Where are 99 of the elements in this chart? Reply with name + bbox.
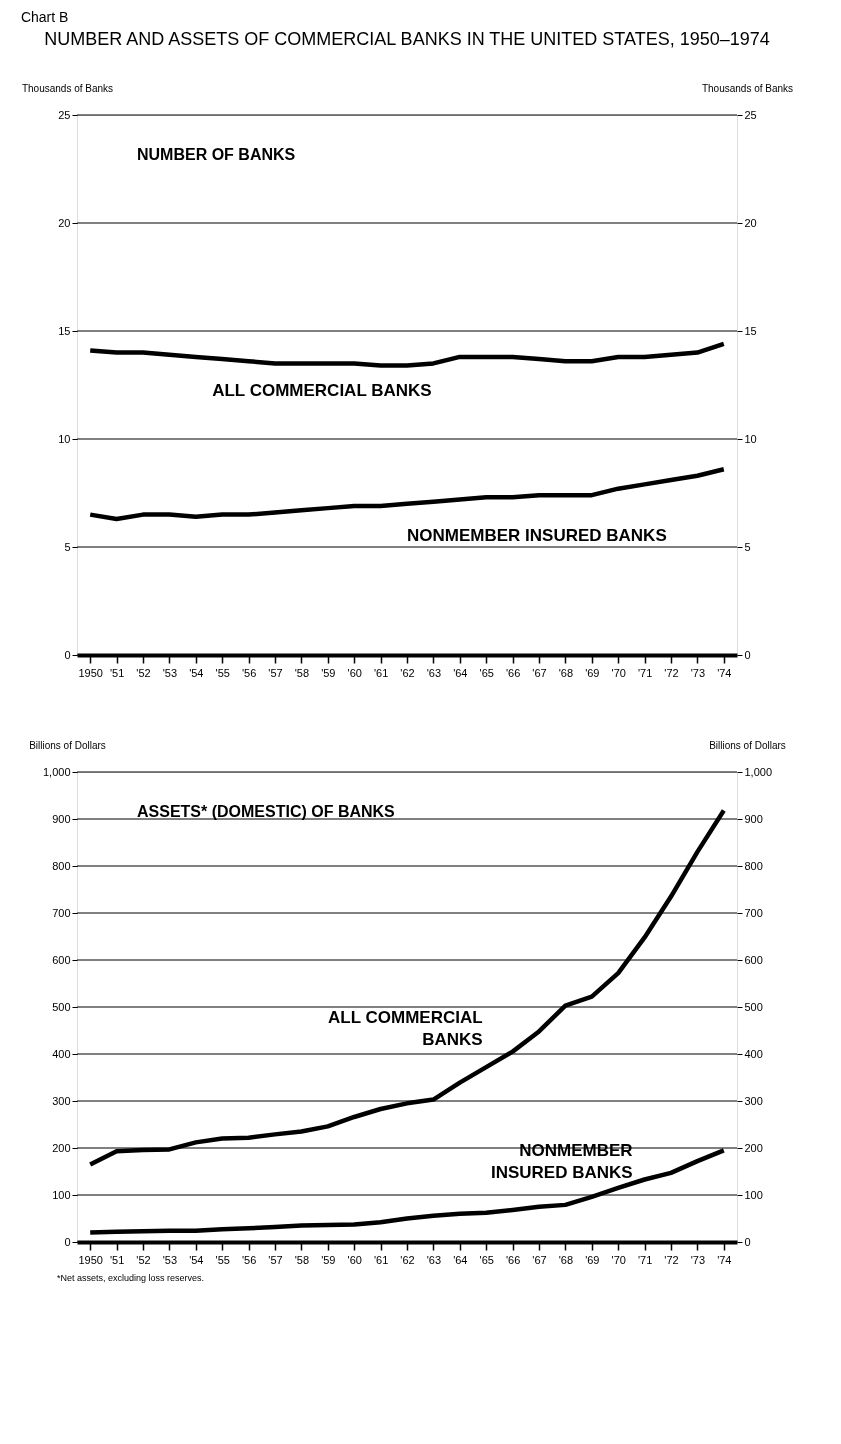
x-tick-label: '69 — [585, 666, 600, 679]
x-tick-label: '73 — [690, 1253, 706, 1266]
x-tick-label: '73 — [690, 666, 706, 679]
x-tick-label: '74 — [717, 666, 732, 679]
y2-tick-label: 400 — [744, 1047, 763, 1060]
x-tick-label: '64 — [453, 1253, 468, 1266]
x-tick-label: '72 — [664, 1253, 679, 1266]
x-tick-label: '52 — [136, 666, 151, 679]
x-tick-label: '67 — [532, 666, 547, 679]
x-tick-label: '60 — [347, 666, 362, 679]
x-tick-label: '68 — [558, 666, 574, 679]
x-tick-label: '52 — [136, 1253, 151, 1266]
chart-subtitle: Chart B — [20, 8, 69, 25]
x-tick-label: '64 — [453, 666, 468, 679]
text: *Net assets, excluding loss reserves. — [57, 1273, 205, 1283]
y-tick-label: 20 — [58, 216, 71, 229]
y-tick-label: 5 — [64, 540, 71, 553]
x-tick-label: '55 — [215, 666, 230, 679]
y-axis-title: Billions of Dollars — [29, 739, 106, 751]
y2-tick-label: 20 — [744, 216, 757, 229]
y-tick-label: 700 — [52, 906, 71, 919]
x-tick-label: '56 — [241, 1253, 257, 1266]
x-tick-label: '56 — [241, 666, 257, 679]
y-tick-label: 900 — [52, 812, 71, 825]
y2-tick-label: 500 — [744, 1000, 763, 1013]
x-tick-label: '67 — [532, 1253, 547, 1266]
y-tick-label: 300 — [52, 1094, 71, 1107]
x-tick-label: '66 — [505, 1253, 521, 1266]
annotation: ASSETS* (DOMESTIC) OF BANKS — [137, 803, 396, 820]
series-label: NONMEMBER INSURED BANKS — [407, 525, 667, 545]
y-tick-label: 10 — [58, 432, 71, 445]
y2-tick-label: 300 — [744, 1094, 763, 1107]
x-tick-label: '53 — [162, 666, 178, 679]
x-tick-label: '62 — [400, 666, 415, 679]
x-tick-label: '58 — [294, 1253, 310, 1266]
x-tick-label: '61 — [373, 666, 389, 679]
series-label: ALL COMMERCIAL BANKS — [328, 1007, 483, 1049]
x-tick-label: '70 — [611, 1253, 626, 1266]
y-tick-label: 200 — [52, 1141, 71, 1154]
annotation: NUMBER OF BANKS — [137, 146, 296, 163]
x-tick-label: '70 — [611, 666, 626, 679]
x-tick-label: '60 — [347, 1253, 362, 1266]
y-tick-label: 100 — [52, 1188, 71, 1201]
x-tick-label: '63 — [426, 1253, 442, 1266]
y-tick-label: 1,000 — [42, 765, 71, 778]
x-tick-label: '72 — [664, 666, 679, 679]
x-tick-label: '55 — [215, 1253, 230, 1266]
series-label: ALL COMMERCIAL BANKS — [212, 381, 432, 401]
x-tick-label: '65 — [479, 666, 494, 679]
x-tick-label: '54 — [189, 666, 204, 679]
y-tick-label: 600 — [52, 953, 71, 966]
x-tick-label: '59 — [321, 1253, 336, 1266]
y2-axis-title: Billions of Dollars — [709, 739, 786, 751]
x-tick-label: '51 — [109, 666, 125, 679]
x-tick-label: '69 — [585, 1253, 600, 1266]
y-tick-label: 0 — [64, 648, 71, 661]
y-tick-label: 800 — [52, 859, 71, 872]
x-tick-label: '59 — [321, 666, 336, 679]
y2-tick-label: 700 — [744, 906, 763, 919]
y2-tick-label: 900 — [744, 812, 763, 825]
x-tick-label: '51 — [109, 1253, 125, 1266]
y-tick-label: 0 — [64, 1235, 71, 1248]
x-tick-label: '57 — [268, 666, 283, 679]
x-tick-label: '53 — [162, 1253, 178, 1266]
x-tick-label: '61 — [373, 1253, 389, 1266]
x-tick-label: '71 — [637, 666, 653, 679]
y-tick-label: 400 — [52, 1047, 71, 1060]
x-tick-label: 1950 — [78, 1253, 103, 1266]
x-tick-label: '66 — [505, 666, 521, 679]
y2-tick-label: 0 — [744, 1235, 751, 1248]
chart-title: NUMBER AND ASSETS OF COMMERCIAL BANKS IN THE UNITED STATES, 1950–1974 — [44, 29, 770, 49]
y2-tick-label: 600 — [744, 953, 763, 966]
y2-tick-label: 1,000 — [744, 765, 773, 778]
y2-tick-label: 800 — [744, 859, 763, 872]
x-tick-label: '68 — [558, 1253, 574, 1266]
y2-tick-label: 0 — [744, 648, 751, 661]
x-tick-label: '62 — [400, 1253, 415, 1266]
y-tick-label: 500 — [52, 1000, 71, 1013]
line-series — [87, 341, 727, 368]
x-tick-label: '54 — [189, 1253, 204, 1266]
x-tick-label: '65 — [479, 1253, 494, 1266]
y2-tick-label: 15 — [744, 324, 757, 337]
y2-tick-label: 25 — [744, 108, 757, 121]
y2-tick-label: 10 — [744, 432, 757, 445]
series-label: NONMEMBER INSURED BANKS — [490, 1141, 633, 1183]
x-tick-label: '71 — [637, 1253, 653, 1266]
y2-tick-label: 100 — [744, 1188, 763, 1201]
y2-tick-label: 200 — [744, 1141, 763, 1154]
y2-axis-title: Thousands of Banks — [701, 82, 794, 94]
x-tick-label: '74 — [717, 1253, 732, 1266]
x-tick-label: '63 — [426, 666, 442, 679]
y-tick-label: 25 — [58, 108, 71, 121]
x-tick-label: 1950 — [78, 666, 103, 679]
line-series — [87, 466, 727, 522]
y-axis-title: Thousands of Banks — [21, 82, 114, 94]
y2-tick-label: 5 — [744, 540, 751, 553]
x-tick-label: '58 — [294, 666, 310, 679]
y-tick-label: 15 — [58, 324, 71, 337]
x-tick-label: '57 — [268, 1253, 283, 1266]
